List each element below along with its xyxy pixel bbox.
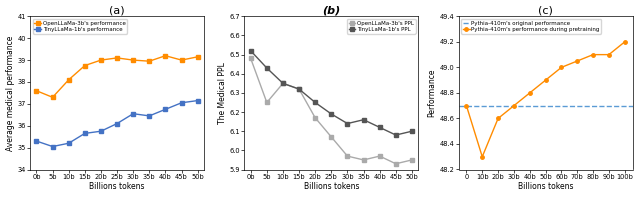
X-axis label: Billions tokens: Billions tokens (90, 182, 145, 191)
Title: (c): (c) (538, 6, 553, 16)
OpenLLaMa-3b's PPL (295, 88, 303, 90)
TinyLLaMa-1b's PPL (360, 119, 367, 121)
OpenLLaMa-3b's PPL (247, 57, 255, 60)
Line: OpenLLaMa-3b's performance: OpenLLaMa-3b's performance (35, 54, 200, 99)
Pythia-410m's performance during pretraining (463, 104, 470, 107)
OpenLLaMa-3b's performance (65, 79, 72, 81)
OpenLLaMa-3b's performance (161, 55, 169, 57)
TinyLLaMa-1b's PPL (279, 82, 287, 85)
Pythia-410m's performance during pretraining (605, 53, 612, 56)
OpenLLaMa-3b's PPL (408, 159, 416, 161)
Pythia-410m's performance during pretraining (494, 117, 502, 120)
TinyLLaMa-1b's performance (178, 102, 186, 104)
Pythia-410m's performance during pretraining (510, 104, 518, 107)
OpenLLaMa-3b's performance (194, 56, 202, 58)
OpenLLaMa-3b's PPL (376, 155, 383, 157)
TinyLLaMa-1b's PPL (392, 134, 399, 136)
Y-axis label: The Medical PPL: The Medical PPL (218, 62, 227, 124)
TinyLLaMa-1b's PPL (263, 67, 271, 69)
OpenLLaMa-3b's PPL (311, 117, 319, 119)
OpenLLaMa-3b's performance (33, 90, 40, 92)
Title: (b): (b) (322, 6, 340, 16)
Line: TinyLLaMa-1b's PPL: TinyLLaMa-1b's PPL (249, 49, 413, 137)
Title: (a): (a) (109, 6, 125, 16)
OpenLLaMa-3b's PPL (360, 159, 367, 161)
OpenLLaMa-3b's PPL (263, 101, 271, 104)
TinyLLaMa-1b's PPL (295, 88, 303, 90)
X-axis label: Billions tokens: Billions tokens (518, 182, 573, 191)
TinyLLaMa-1b's performance (65, 142, 72, 144)
OpenLLaMa-3b's performance (129, 59, 137, 61)
TinyLLaMa-1b's performance (33, 140, 40, 142)
TinyLLaMa-1b's performance (194, 99, 202, 102)
Pythia-410m's performance during pretraining (541, 79, 549, 81)
Y-axis label: Performance: Performance (428, 69, 436, 117)
TinyLLaMa-1b's PPL (344, 122, 351, 125)
OpenLLaMa-3b's performance (81, 64, 89, 67)
TinyLLaMa-1b's PPL (376, 126, 383, 129)
TinyLLaMa-1b's performance (113, 122, 121, 125)
TinyLLaMa-1b's performance (49, 145, 56, 148)
OpenLLaMa-3b's PPL (344, 155, 351, 157)
Pythia-410m's performance during pretraining (573, 60, 581, 62)
OpenLLaMa-3b's PPL (328, 136, 335, 138)
Y-axis label: Average medical performance: Average medical performance (6, 35, 15, 151)
X-axis label: Billions tokens: Billions tokens (303, 182, 359, 191)
TinyLLaMa-1b's performance (161, 108, 169, 111)
Line: Pythia-410m's performance during pretraining: Pythia-410m's performance during pretrai… (465, 40, 627, 158)
Legend: OpenLLaMa-3b's performance, TinyLLaMa-1b's performance: OpenLLaMa-3b's performance, TinyLLaMa-1b… (33, 19, 127, 33)
Line: TinyLLaMa-1b's performance: TinyLLaMa-1b's performance (35, 99, 200, 148)
Pythia-410m's original performance (463, 104, 470, 107)
TinyLLaMa-1b's performance (145, 115, 153, 117)
OpenLLaMa-3b's performance (178, 59, 186, 61)
Pythia-410m's performance during pretraining (621, 41, 628, 43)
OpenLLaMa-3b's performance (145, 60, 153, 62)
TinyLLaMa-1b's PPL (328, 113, 335, 115)
OpenLLaMa-3b's performance (97, 59, 105, 61)
TinyLLaMa-1b's PPL (311, 101, 319, 104)
TinyLLaMa-1b's performance (81, 132, 89, 135)
Pythia-410m's performance during pretraining (526, 92, 534, 94)
TinyLLaMa-1b's performance (97, 130, 105, 132)
TinyLLaMa-1b's PPL (247, 50, 255, 52)
OpenLLaMa-3b's performance (49, 96, 56, 98)
Pythia-410m's performance during pretraining (589, 53, 597, 56)
Legend: Pythia-410m's original performance, Pythia-410m's performance during pretraining: Pythia-410m's original performance, Pyth… (461, 19, 602, 33)
TinyLLaMa-1b's PPL (408, 130, 416, 132)
Pythia-410m's original performance (464, 104, 472, 107)
OpenLLaMa-3b's PPL (392, 163, 399, 165)
Pythia-410m's performance during pretraining (479, 156, 486, 158)
TinyLLaMa-1b's performance (129, 112, 137, 115)
OpenLLaMa-3b's PPL (279, 82, 287, 85)
Pythia-410m's performance during pretraining (557, 66, 565, 69)
OpenLLaMa-3b's performance (113, 57, 121, 59)
Line: OpenLLaMa-3b's PPL: OpenLLaMa-3b's PPL (249, 57, 413, 165)
Legend: OpenLLaMa-3b's PPL, TinyLLaMa-1b's PPL: OpenLLaMa-3b's PPL, TinyLLaMa-1b's PPL (347, 19, 415, 33)
